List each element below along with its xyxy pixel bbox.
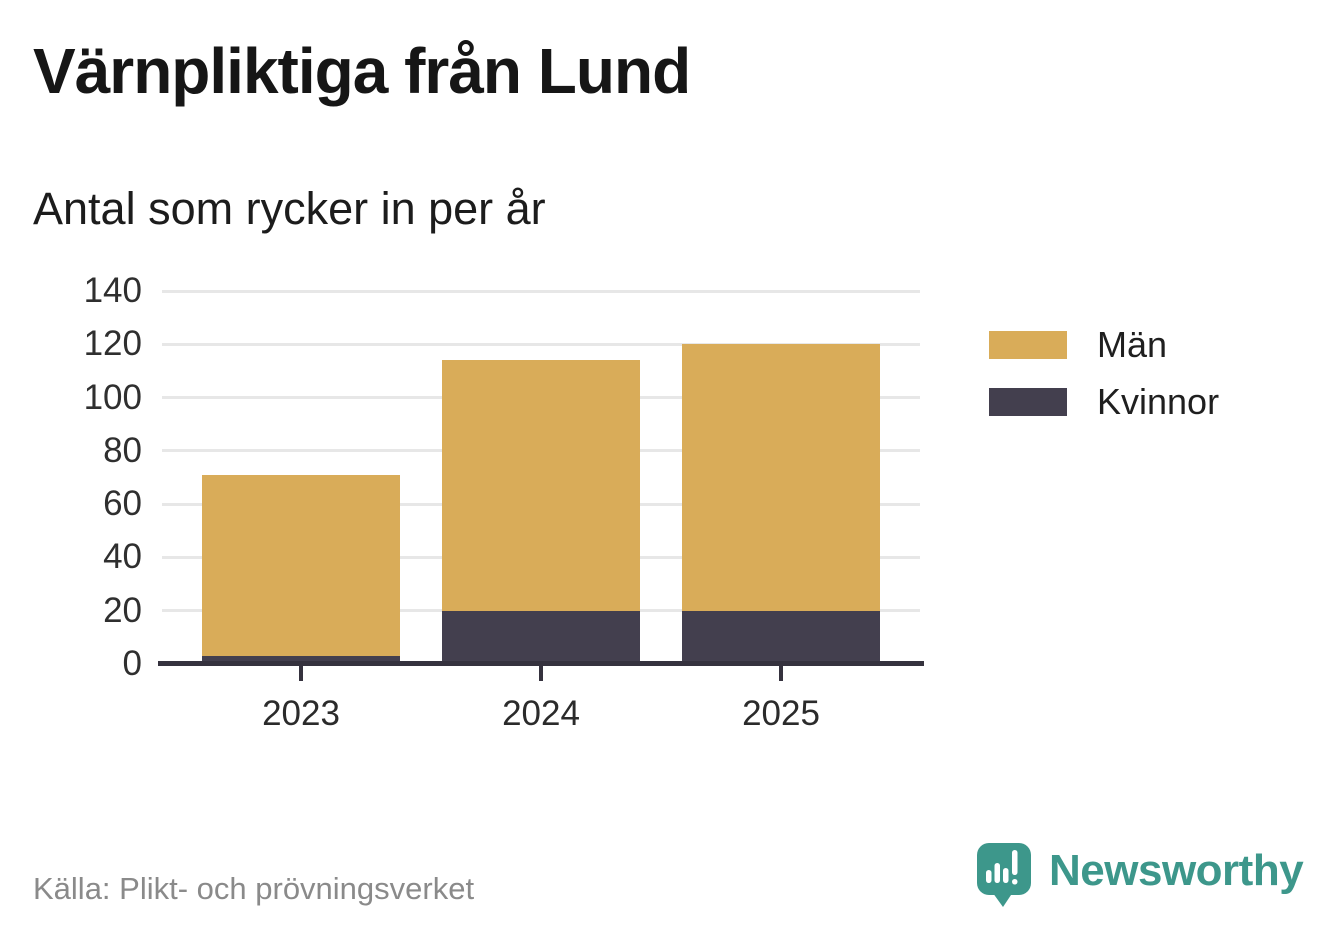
x-axis-label-2024: 2024: [502, 694, 580, 733]
bar-segment-män-2024: [442, 360, 640, 611]
legend: Män Kvinnor: [989, 324, 1220, 422]
x-axis-line: [158, 661, 924, 666]
y-gridline: [162, 342, 920, 346]
legend-label: Kvinnor: [1097, 381, 1220, 422]
legend-swatch-män: [989, 331, 1067, 359]
y-axis-tick-label: 100: [83, 377, 142, 417]
y-axis-tick-label: 120: [83, 324, 142, 364]
bar-segment-kvinnor-2025: [682, 610, 880, 664]
legend-item-kvinnor: Kvinnor: [989, 381, 1220, 422]
x-axis-label-2023: 2023: [262, 694, 340, 733]
bar-segment-kvinnor-2023: [202, 656, 400, 664]
y-axis-tick-label: 80: [103, 430, 142, 470]
bar-segment-kvinnor-2024: [442, 610, 640, 664]
y-axis-tick-label: 0: [122, 644, 142, 683]
bar-segment-män-2023: [202, 474, 400, 656]
legend-swatch-kvinnor: [989, 388, 1067, 416]
y-axis-tick-label: 40: [103, 537, 142, 577]
y-gridline: [162, 289, 920, 293]
x-axis-tick: [299, 666, 303, 681]
x-axis-tick: [779, 666, 783, 681]
y-axis-tick-label: 20: [103, 590, 142, 630]
chart-title: Värnpliktiga från Lund: [33, 35, 691, 107]
bar-segment-män-2025: [682, 344, 880, 611]
legend-item-män: Män: [989, 324, 1219, 365]
chart-subtitle: Antal som rycker in per år: [33, 183, 546, 234]
source-note: Källa: Plikt- och prövningsverket: [33, 871, 475, 906]
y-axis-tick-label: 140: [83, 271, 142, 310]
x-axis-tick: [539, 666, 543, 681]
x-axis-label-2025: 2025: [742, 694, 820, 733]
legend-label: Män: [1097, 324, 1168, 365]
y-axis-tick-label: 60: [103, 484, 142, 524]
brand-logo: Newsworthy: [977, 843, 1304, 911]
newsworthy-logo-icon: [977, 843, 1031, 907]
brand-name: Newsworthy: [1049, 846, 1304, 895]
